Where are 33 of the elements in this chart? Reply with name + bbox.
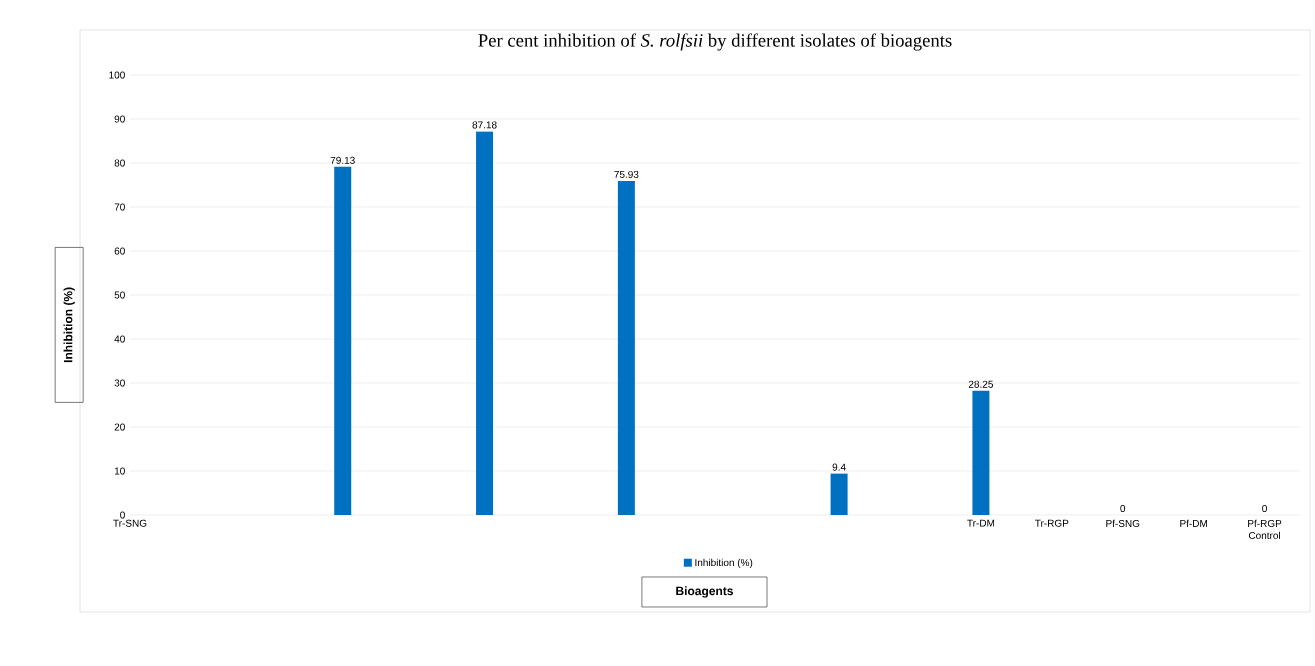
y-tick-label: 0 <box>120 511 125 519</box>
y-axis-title: Inhibition (%) <box>63 287 75 363</box>
x-axis-title: Bioagents <box>676 586 733 598</box>
x-tick-label: Tr-RGP <box>1035 519 1069 527</box>
bar <box>617 180 635 515</box>
x-tick-label: Tr-SNG <box>113 519 147 527</box>
data-label: 79.13 <box>330 156 355 164</box>
data-label: 87.18 <box>472 121 497 129</box>
y-tick-label: 20 <box>114 423 125 431</box>
x-tick-label: Pf-RGP Control <box>1248 519 1282 540</box>
y-tick-label: 40 <box>114 335 125 343</box>
bar <box>830 473 848 515</box>
data-label: 0 <box>1120 504 1126 513</box>
data-label: 0 <box>1262 504 1267 513</box>
y-tick-label: 30 <box>114 379 125 387</box>
legend-label: Inhibition (%) <box>695 558 753 569</box>
chart-title: Per cent inhibition of S. rolfsii by different isolates of bioagents <box>478 33 952 51</box>
y-tick-label: 70 <box>114 203 125 211</box>
data-label: 75.93 <box>614 170 639 178</box>
y-tick-label: 60 <box>114 247 125 255</box>
y-tick-label: 100 <box>109 71 125 79</box>
bar <box>476 131 494 515</box>
y-tick-label: 10 <box>114 467 125 475</box>
x-tick-label: Pf-DM <box>1180 519 1207 527</box>
y-tick-label: 90 <box>114 115 125 123</box>
x-tick-label: Pf-SNG <box>1106 519 1140 528</box>
y-tick-label: 80 <box>114 159 125 167</box>
bar <box>972 390 990 515</box>
x-tick-label: Tr-DM <box>967 519 995 527</box>
data-label: 28.25 <box>968 380 993 388</box>
data-label: 9.4 <box>832 463 846 471</box>
y-tick-label: 50 <box>114 291 125 299</box>
bar <box>334 166 352 515</box>
